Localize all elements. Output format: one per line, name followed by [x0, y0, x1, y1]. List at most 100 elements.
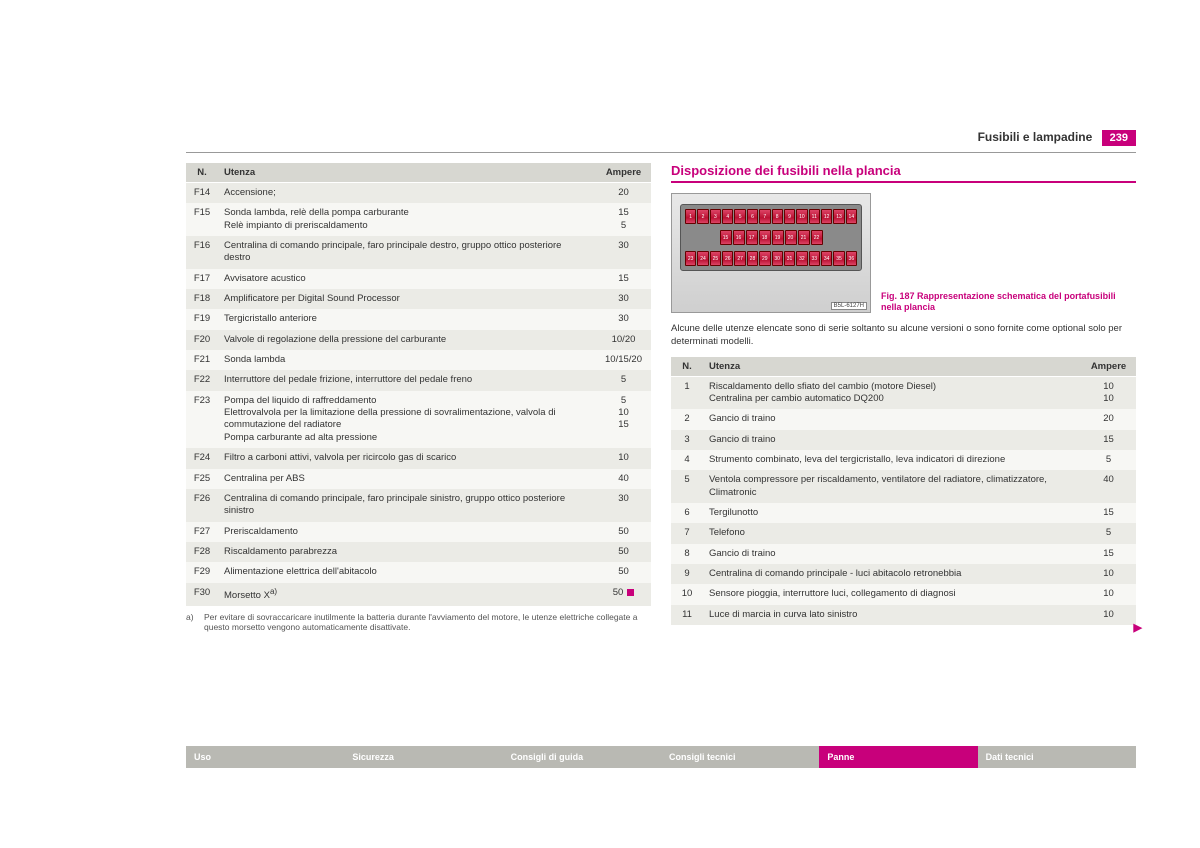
- fuse-slot: 11: [809, 209, 820, 224]
- table-row: 11Luce di marcia in curva lato sinistro1…: [671, 605, 1136, 625]
- fuse-slot: 7: [759, 209, 770, 224]
- cell-n: F25: [186, 469, 218, 489]
- table-row: 3Gancio di traino15: [671, 430, 1136, 450]
- col-n: N.: [671, 357, 703, 377]
- cell-utenza: Riscaldamento parabrezza: [218, 542, 596, 562]
- fuse-slot: 6: [747, 209, 758, 224]
- cell-n: F27: [186, 522, 218, 542]
- table-row: F20Valvole di regolazione della pression…: [186, 330, 651, 350]
- cell-n: 11: [671, 605, 703, 625]
- cell-n: 8: [671, 544, 703, 564]
- footnote-mark: a): [186, 612, 198, 632]
- fuse-slot: 30: [772, 251, 783, 266]
- cell-utenza: Centralina di comando principale, faro p…: [218, 489, 596, 522]
- fuse-slot: 19: [772, 230, 784, 245]
- cell-utenza: Accensione;: [218, 183, 596, 204]
- table-row: F18Amplificatore per Digital Sound Proce…: [186, 289, 651, 309]
- fuse-slot: 20: [785, 230, 797, 245]
- footer-tab[interactable]: Consigli tecnici: [661, 746, 819, 768]
- fuse-slot: 12: [821, 209, 832, 224]
- cell-ampere: 5: [1081, 450, 1136, 470]
- fuse-slot: 33: [809, 251, 820, 266]
- page-number-badge: 239: [1102, 130, 1136, 146]
- table-row: 1Riscaldamento dello sfiato del cambio (…: [671, 376, 1136, 409]
- end-marker-icon: [627, 589, 634, 596]
- left-column: N. Utenza Ampere F14Accensione;20F15Sond…: [186, 163, 651, 632]
- footer-tab[interactable]: Uso: [186, 746, 344, 768]
- footer-tab[interactable]: Dati tecnici: [978, 746, 1136, 768]
- cell-n: 4: [671, 450, 703, 470]
- fuse-slot: 2: [697, 209, 708, 224]
- table-row: 8Gancio di traino15: [671, 544, 1136, 564]
- cell-ampere: 15: [596, 269, 651, 289]
- footer-tab[interactable]: Consigli di guida: [503, 746, 661, 768]
- table-row: 6Tergilunotto15: [671, 503, 1136, 523]
- fuse-slot: 24: [697, 251, 708, 266]
- page-header: Fusibili e lampadine 239: [186, 130, 1136, 153]
- cell-n: 5: [671, 470, 703, 503]
- fuse-slot: 27: [734, 251, 745, 266]
- cell-n: F18: [186, 289, 218, 309]
- footnote-text: Per evitare di sovraccaricare inutilment…: [204, 612, 651, 632]
- cell-utenza: Pompa del liquido di raffreddamentoElett…: [218, 391, 596, 448]
- cell-n: F22: [186, 370, 218, 390]
- cell-ampere: 30: [596, 489, 651, 522]
- cell-ampere: 40: [596, 469, 651, 489]
- cell-ampere: 10: [1081, 605, 1136, 625]
- continue-arrow-icon: ▶: [1134, 621, 1142, 634]
- fuse-slot: 1: [685, 209, 696, 224]
- table-row: F21Sonda lambda10/15/20: [186, 350, 651, 370]
- diagram-code: B5L-6127H: [831, 302, 867, 310]
- table-row: F26Centralina di comando principale, far…: [186, 489, 651, 522]
- footnote: a) Per evitare di sovraccaricare inutilm…: [186, 612, 651, 632]
- cell-ampere: 50: [596, 562, 651, 582]
- fuse-slot: 23: [685, 251, 696, 266]
- fuse-slot: 3: [710, 209, 721, 224]
- cell-ampere: 15: [1081, 430, 1136, 450]
- fuse-slot: 5: [734, 209, 745, 224]
- cell-ampere: 50: [596, 522, 651, 542]
- fuse-slot: 22: [811, 230, 823, 245]
- cell-utenza: Gancio di traino: [703, 430, 1081, 450]
- footer-tab[interactable]: Panne: [819, 746, 977, 768]
- fuse-slot: 36: [846, 251, 857, 266]
- cell-ampere: 50: [596, 583, 651, 607]
- cell-n: F21: [186, 350, 218, 370]
- cell-n: F16: [186, 236, 218, 269]
- footer-tab[interactable]: Sicurezza: [344, 746, 502, 768]
- cell-ampere: 51015: [596, 391, 651, 448]
- cell-ampere: 10/20: [596, 330, 651, 350]
- fuse-slot: 32: [796, 251, 807, 266]
- section-name: Fusibili e lampadine: [978, 130, 1093, 144]
- cell-n: F17: [186, 269, 218, 289]
- cell-utenza: Sonda lambda, relè della pompa carburant…: [218, 203, 596, 236]
- cell-utenza: Gancio di traino: [703, 409, 1081, 429]
- table-row: F30Morsetto Xa)50: [186, 583, 651, 607]
- cell-utenza: Tergilunotto: [703, 503, 1081, 523]
- figure-caption: Fig. 187 Rappresentazione schematica del…: [881, 291, 1136, 313]
- cell-n: 7: [671, 523, 703, 543]
- cell-n: 3: [671, 430, 703, 450]
- cell-utenza: Preriscaldamento: [218, 522, 596, 542]
- cell-utenza: Centralina di comando principale - luci …: [703, 564, 1081, 584]
- table-row: 9Centralina di comando principale - luci…: [671, 564, 1136, 584]
- cell-ampere: 155: [596, 203, 651, 236]
- table-row: F23Pompa del liquido di raffreddamentoEl…: [186, 391, 651, 448]
- fuse-slot: 13: [833, 209, 844, 224]
- footer-tabs: UsoSicurezzaConsigli di guidaConsigli te…: [186, 746, 1136, 768]
- cell-ampere: 20: [596, 183, 651, 204]
- fuse-table-right: N. Utenza Ampere 1Riscaldamento dello sf…: [671, 357, 1136, 625]
- cell-n: F29: [186, 562, 218, 582]
- fuse-table-left: N. Utenza Ampere F14Accensione;20F15Sond…: [186, 163, 651, 606]
- cell-ampere: 40: [1081, 470, 1136, 503]
- cell-n: 9: [671, 564, 703, 584]
- cell-n: 2: [671, 409, 703, 429]
- table-row: F17Avvisatore acustico15: [186, 269, 651, 289]
- table-row: F29Alimentazione elettrica dell'abitacol…: [186, 562, 651, 582]
- cell-ampere: 50: [596, 542, 651, 562]
- table-row: 10Sensore pioggia, interruttore luci, co…: [671, 584, 1136, 604]
- table-row: F14Accensione;20: [186, 183, 651, 204]
- cell-ampere: 5: [1081, 523, 1136, 543]
- fuse-slot: 8: [772, 209, 783, 224]
- fusebox-diagram: 1234567891011121314 1516171819202122 232…: [671, 193, 871, 313]
